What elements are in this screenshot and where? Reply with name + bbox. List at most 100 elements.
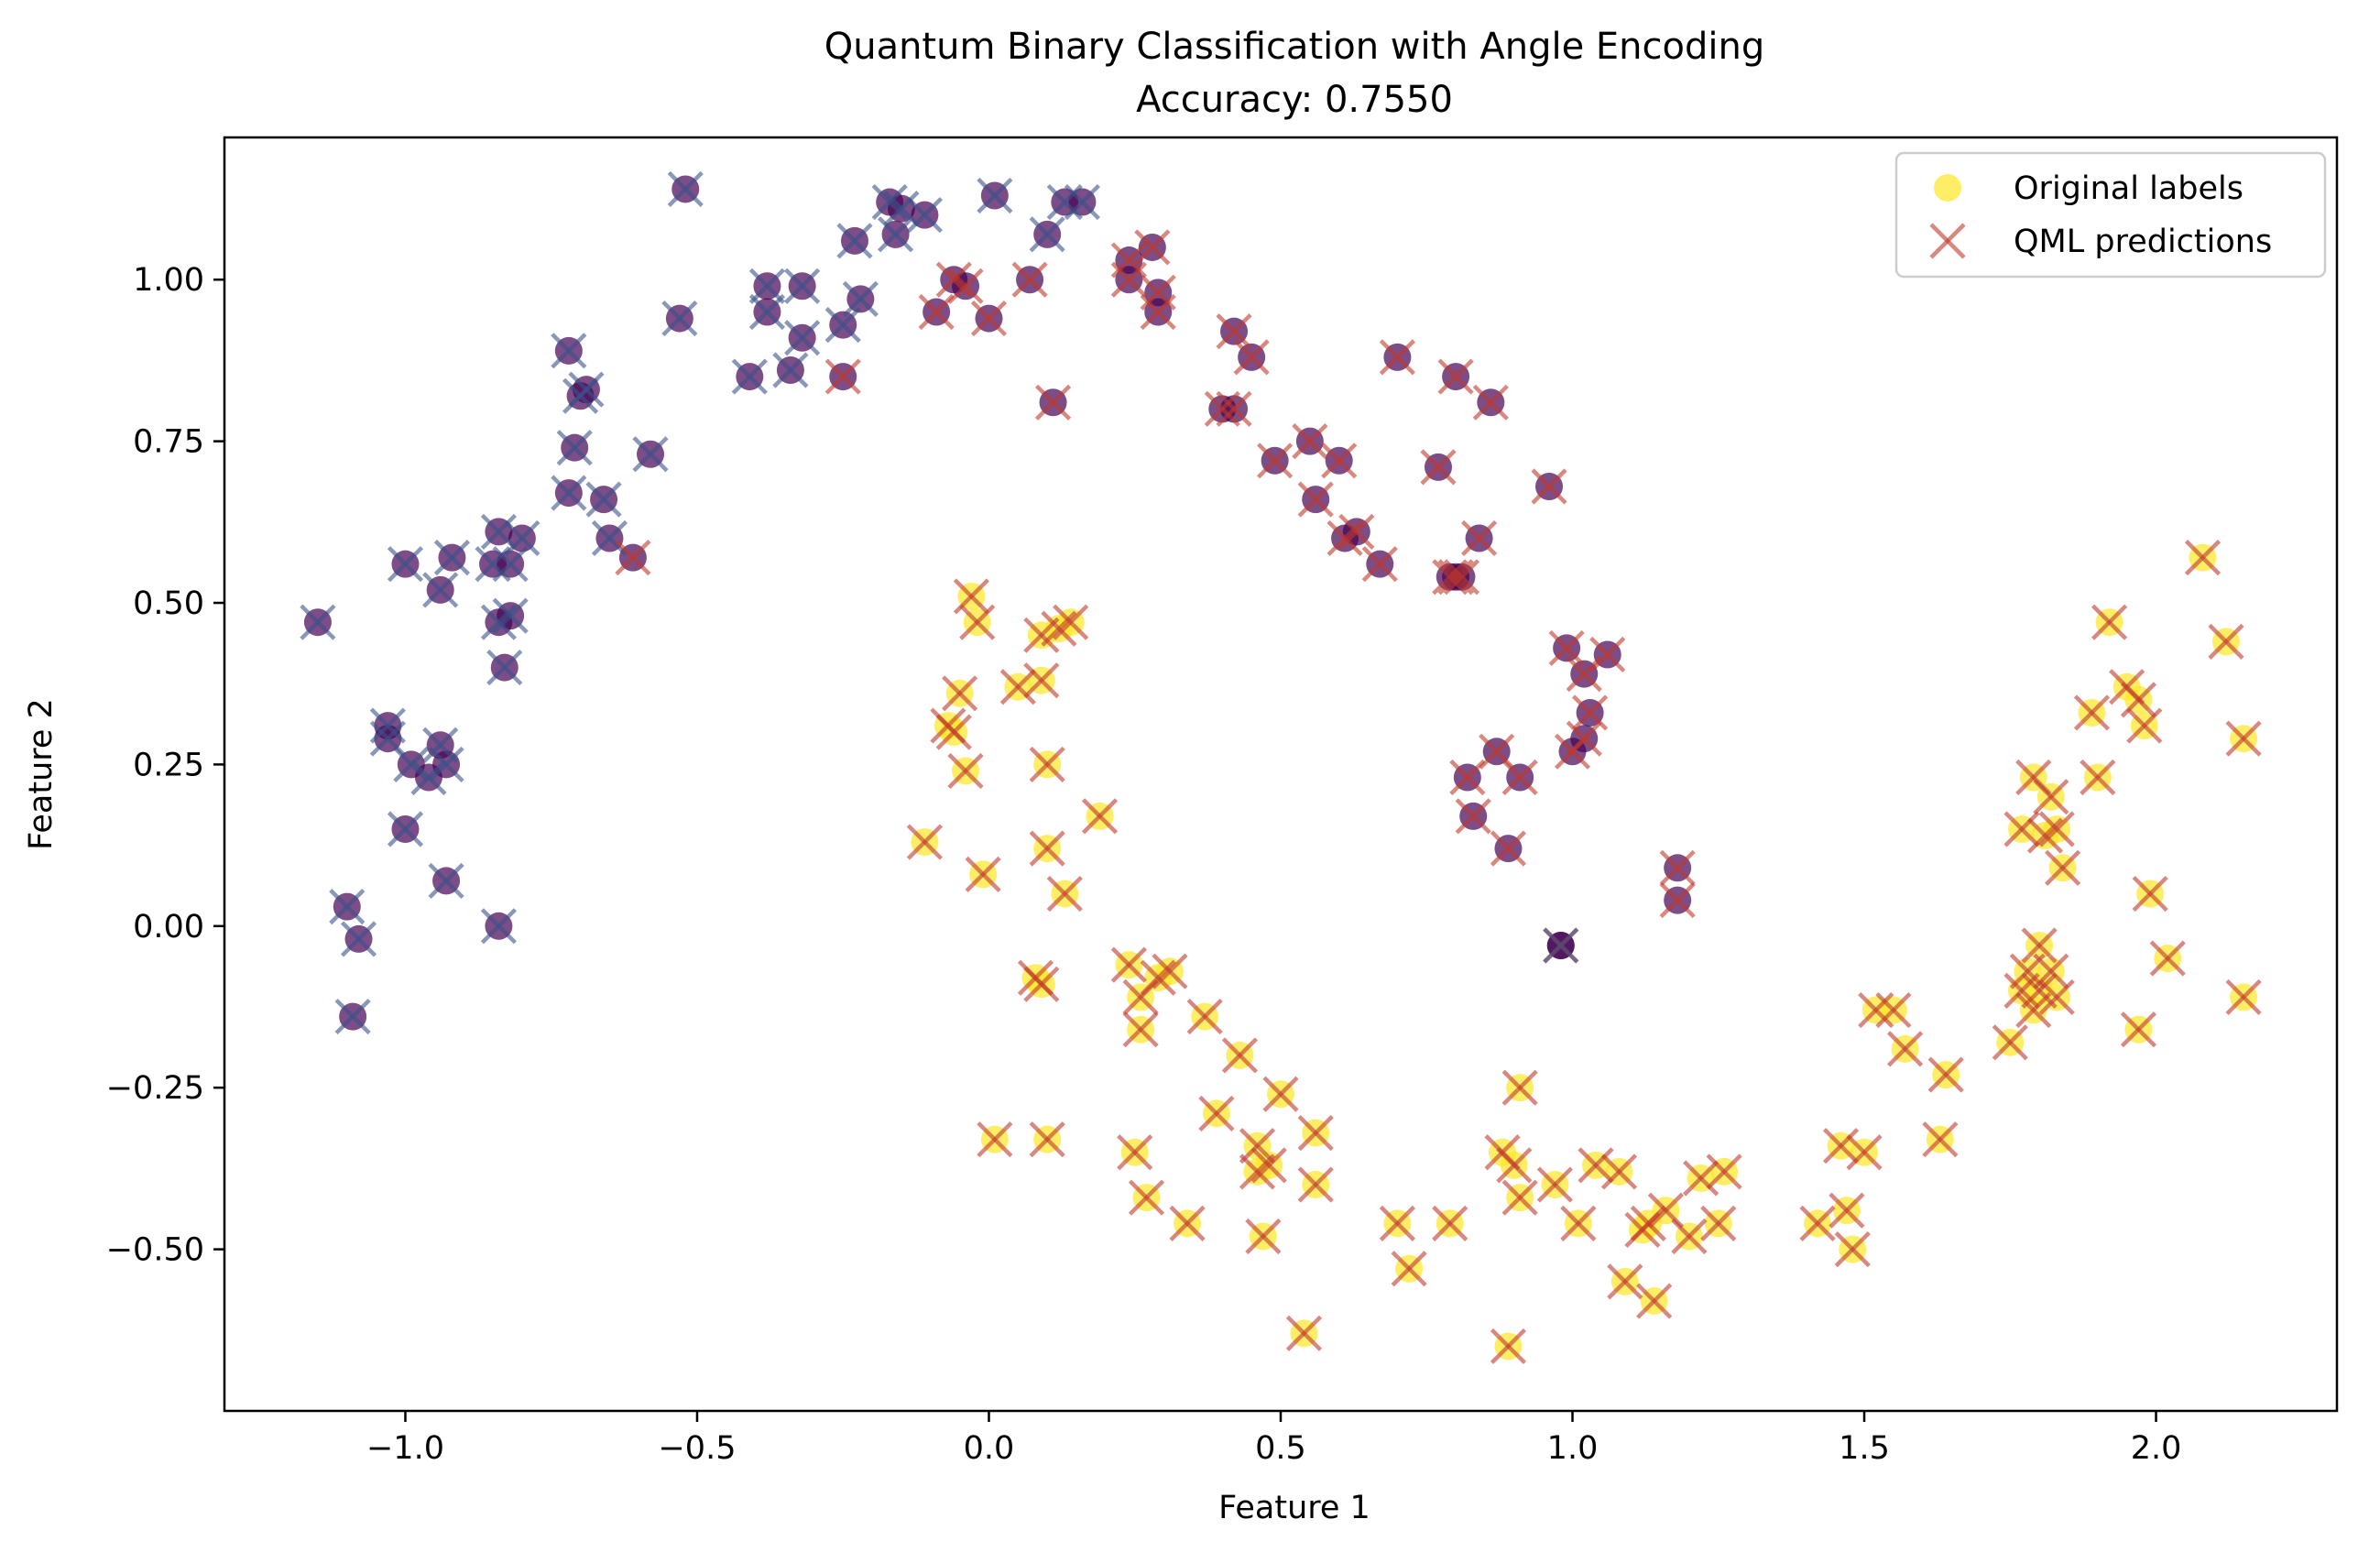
prediction-marker bbox=[1875, 991, 1912, 1029]
prediction-marker bbox=[632, 436, 669, 473]
prediction-marker bbox=[2080, 759, 2116, 796]
prediction-marker bbox=[1221, 1037, 1258, 1074]
prediction-marker bbox=[486, 649, 523, 686]
x-tick-label: 0.0 bbox=[964, 1430, 1015, 1467]
prediction-marker bbox=[1600, 1153, 1638, 1190]
prediction-marker bbox=[1607, 1263, 1643, 1300]
prediction-marker bbox=[2184, 540, 2222, 576]
legend-box bbox=[1894, 151, 2327, 279]
prediction-marker bbox=[2021, 927, 2058, 964]
prediction-marker bbox=[428, 746, 464, 783]
y-tick-label: 0.75 bbox=[133, 424, 204, 461]
prediction-marker bbox=[1379, 339, 1415, 376]
prediction-marker bbox=[1799, 1205, 1836, 1241]
prediction-marker bbox=[1239, 1128, 1276, 1164]
prediction-marker bbox=[1233, 339, 1270, 376]
prediction-marker bbox=[1297, 481, 1334, 518]
y-tick-label: −0.50 bbox=[106, 1232, 204, 1269]
prediction-marker bbox=[492, 546, 529, 583]
y-axis-label: Feature 2 bbox=[23, 698, 60, 850]
prediction-marker bbox=[824, 358, 861, 395]
prediction-marker bbox=[906, 197, 944, 234]
prediction-marker bbox=[1239, 1153, 1276, 1190]
prediction-marker bbox=[1326, 519, 1363, 557]
legend-label-original-labels: Original labels bbox=[2014, 170, 2244, 207]
prediction-marker bbox=[300, 604, 336, 640]
prediction-marker bbox=[1169, 1205, 1206, 1241]
prediction-marker bbox=[999, 669, 1036, 705]
prediction-marker bbox=[393, 746, 430, 783]
prediction-marker bbox=[1379, 1205, 1415, 1241]
prediction-marker bbox=[748, 268, 786, 304]
prediction-marker bbox=[1671, 1218, 1708, 1255]
prediction-marker bbox=[1992, 1024, 2028, 1061]
prediction-marker bbox=[556, 430, 593, 466]
legend: Original labels QML predictions bbox=[1894, 151, 2327, 279]
prediction-marker bbox=[1216, 313, 1252, 350]
prediction-marker bbox=[748, 293, 786, 331]
prediction-marker bbox=[836, 223, 873, 259]
prediction-marker bbox=[1029, 746, 1065, 783]
prediction-marker bbox=[1198, 1095, 1235, 1132]
prediction-marker bbox=[1152, 953, 1188, 989]
y-tick-label: 0.00 bbox=[133, 909, 204, 945]
prediction-marker bbox=[784, 268, 821, 304]
prediction-marker bbox=[1490, 1328, 1527, 1365]
prediction-marker bbox=[591, 519, 628, 557]
x-axis: −1.0 −0.5 0.0 0.5 1.0 1.5 2.0 bbox=[366, 1411, 2181, 1467]
prediction-marker bbox=[480, 908, 517, 945]
prediction-marker bbox=[1041, 610, 1077, 647]
prediction-marker bbox=[2149, 940, 2186, 977]
prediction-marker bbox=[1472, 384, 1509, 421]
prediction-marker bbox=[1927, 1056, 1964, 1093]
prediction-marker bbox=[1110, 946, 1147, 983]
prediction-marker bbox=[387, 811, 424, 847]
prediction-marker bbox=[1700, 1205, 1737, 1241]
prediction-marker bbox=[1501, 759, 1538, 796]
prediction-marker bbox=[1432, 1205, 1468, 1241]
legend-marker-original-labels bbox=[1934, 174, 1961, 202]
prediction-marker bbox=[2026, 817, 2064, 854]
prediction-marker bbox=[2038, 978, 2075, 1016]
prediction-marker bbox=[1630, 1205, 1666, 1241]
prediction-marker bbox=[475, 546, 511, 583]
prediction-marker bbox=[1391, 1251, 1427, 1287]
prediction-marker bbox=[480, 513, 517, 550]
prediction-marker bbox=[1046, 875, 1083, 913]
prediction-marker bbox=[1257, 443, 1294, 479]
legend-marker-qml-predictions bbox=[1929, 223, 1966, 259]
prediction-marker bbox=[1531, 468, 1567, 505]
prediction-marker bbox=[2038, 811, 2075, 847]
prediction-marker bbox=[2091, 604, 2128, 640]
prediction-marker bbox=[568, 371, 605, 408]
y-tick-label: 1.00 bbox=[133, 262, 204, 299]
y-tick-label: 0.25 bbox=[133, 747, 204, 783]
prediction-marker bbox=[824, 307, 861, 344]
prediction-marker bbox=[1536, 1166, 1573, 1203]
chart-subtitle: Accuracy: 0.7550 bbox=[1136, 79, 1453, 121]
plot-area bbox=[300, 170, 2262, 1365]
prediction-marker bbox=[340, 921, 377, 957]
prediction-marker bbox=[935, 714, 972, 750]
prediction-marker bbox=[947, 752, 984, 790]
prediction-marker bbox=[1437, 358, 1474, 395]
predictions-layer bbox=[300, 170, 2262, 1365]
prediction-marker bbox=[1023, 966, 1060, 1002]
prediction-marker bbox=[2132, 875, 2168, 913]
prediction-marker bbox=[1186, 999, 1223, 1035]
x-axis-label: Feature 1 bbox=[1218, 1490, 1370, 1526]
prediction-marker bbox=[1501, 1069, 1538, 1106]
prediction-marker bbox=[1053, 604, 1089, 640]
prediction-marker bbox=[871, 183, 908, 221]
prediction-marker bbox=[1338, 513, 1375, 550]
prediction-marker bbox=[1501, 1179, 1538, 1216]
prediction-marker bbox=[1361, 546, 1398, 583]
prediction-marker bbox=[965, 856, 1001, 892]
prediction-marker bbox=[906, 824, 944, 860]
prediction-marker bbox=[2015, 991, 2052, 1029]
prediction-marker bbox=[334, 999, 371, 1035]
prediction-marker bbox=[1134, 229, 1171, 266]
prediction-marker bbox=[1262, 1076, 1299, 1112]
prediction-marker bbox=[585, 481, 622, 518]
